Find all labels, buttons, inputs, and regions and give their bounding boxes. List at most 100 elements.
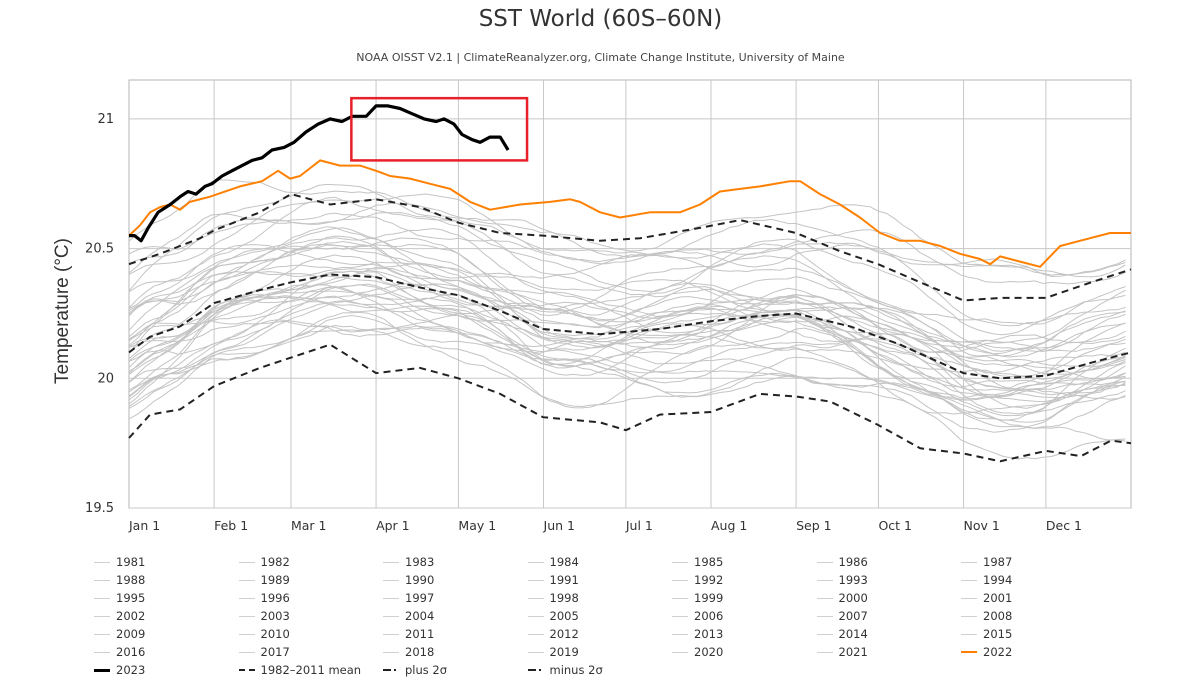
series-line-1994 [128, 283, 1126, 428]
legend-label: 1987 [983, 555, 1013, 569]
legend-swatch [94, 615, 110, 617]
legend-swatch [527, 669, 544, 671]
legend-item-1984[interactable]: 1984 [527, 553, 579, 571]
legend-swatch [527, 597, 544, 599]
legend-item-1990[interactable]: 1990 [383, 571, 434, 589]
legend-item-1988[interactable]: 1988 [94, 571, 145, 589]
legend-label: 2010 [260, 627, 290, 641]
legend-swatch [94, 597, 110, 599]
legend-swatch [94, 633, 110, 635]
legend-item-1999[interactable]: 1999 [672, 589, 723, 607]
legend-item-2004[interactable]: 2004 [383, 607, 434, 625]
legend-item-2014[interactable]: 2014 [816, 625, 868, 643]
legend-item-2003[interactable]: 2003 [238, 607, 290, 625]
series-line-1990 [128, 295, 1126, 391]
legend-item-2013[interactable]: 2013 [672, 625, 723, 643]
legend-item-2008[interactable]: 2008 [961, 607, 1012, 625]
highlighted-series [128, 104, 1131, 268]
legend-item-2019[interactable]: 2019 [527, 643, 579, 661]
legend-item-2001[interactable]: 2001 [961, 589, 1012, 607]
legend-item-2018[interactable]: 2018 [383, 643, 434, 661]
legend-swatch [383, 561, 399, 563]
legend-item-2022[interactable]: 2022 [961, 643, 1012, 661]
legend-item-1986[interactable]: 1986 [816, 553, 868, 571]
legend-swatch [961, 561, 977, 563]
legend-item-1994[interactable]: 1994 [961, 571, 1012, 589]
legend-label: 2007 [838, 609, 868, 623]
legend-item-2015[interactable]: 2015 [961, 625, 1012, 643]
legend-swatch [383, 669, 399, 671]
legend-item-1997[interactable]: 1997 [383, 589, 434, 607]
series-line-2001 [128, 283, 1126, 380]
x-tick-label: Mar 1 [291, 518, 327, 533]
legend-swatch [238, 579, 255, 581]
legend-item-1998[interactable]: 1998 [527, 589, 579, 607]
legend-item-2007[interactable]: 2007 [816, 607, 868, 625]
legend-item-1983[interactable]: 1983 [383, 553, 434, 571]
legend-item-1992[interactable]: 1992 [672, 571, 723, 589]
legend-swatch [238, 633, 255, 635]
series-line-1998 [128, 227, 1126, 353]
legend-item-2020[interactable]: 2020 [672, 643, 723, 661]
legend-item-2012[interactable]: 2012 [527, 625, 579, 643]
legend-item-2006[interactable]: 2006 [672, 607, 723, 625]
x-tick-label: Dec 1 [1046, 518, 1082, 533]
legend-label: 2015 [983, 627, 1013, 641]
series-line-1997 [128, 244, 1126, 349]
legend-item-1991[interactable]: 1991 [527, 571, 579, 589]
legend-item-2017[interactable]: 2017 [238, 643, 290, 661]
series-line-2000 [128, 283, 1126, 415]
legend-item-1982-2011-mean[interactable]: 1982–2011 mean [238, 661, 361, 679]
x-tick-label: Jun 1 [543, 518, 575, 533]
legend-item-2005[interactable]: 2005 [527, 607, 579, 625]
legend-swatch [238, 615, 255, 617]
legend-item-plus-2-[interactable]: plus 2σ [383, 661, 447, 679]
legend-item-1981[interactable]: 1981 [94, 553, 145, 571]
legend-swatch [94, 561, 110, 563]
legend-item-2023[interactable]: 2023 [94, 661, 145, 679]
legend-swatch [383, 651, 399, 653]
legend-label: 1982 [260, 555, 290, 569]
legend-swatch [816, 651, 833, 653]
series-line-2013 [128, 254, 1126, 368]
legend-item-1985[interactable]: 1985 [672, 553, 723, 571]
legend-label: 2003 [260, 609, 290, 623]
legend-item-2011[interactable]: 2011 [383, 625, 434, 643]
legend-item-minus-2-[interactable]: minus 2σ [527, 661, 603, 679]
legend-item-1996[interactable]: 1996 [238, 589, 290, 607]
legend-item-1987[interactable]: 1987 [961, 553, 1012, 571]
series-line-2006 [128, 263, 1126, 368]
series-line-2016 [128, 179, 1126, 277]
legend-item-2016[interactable]: 2016 [94, 643, 145, 661]
legend-label: 1993 [838, 573, 868, 587]
legend-label: 2023 [116, 663, 146, 677]
legend-item-1993[interactable]: 1993 [816, 571, 868, 589]
legend-item-2009[interactable]: 2009 [94, 625, 145, 643]
legend-item-2002[interactable]: 2002 [94, 607, 145, 625]
x-tick-label: Oct 1 [878, 518, 912, 533]
legend-label: 1994 [983, 573, 1013, 587]
legend-swatch [527, 633, 544, 635]
series-line-2012 [128, 240, 1126, 380]
legend-item-2021[interactable]: 2021 [816, 643, 868, 661]
legend-swatch [383, 597, 399, 599]
legend-item-1995[interactable]: 1995 [94, 589, 145, 607]
legend-item-2000[interactable]: 2000 [816, 589, 868, 607]
legend-item-1982[interactable]: 1982 [238, 553, 290, 571]
legend-swatch [527, 651, 544, 653]
legend-swatch [94, 668, 110, 672]
legend-swatch [961, 633, 977, 635]
legend-swatch [672, 651, 688, 653]
series-line-1986 [128, 284, 1126, 421]
legend-item-2010[interactable]: 2010 [238, 625, 290, 643]
legend-label: 1984 [549, 555, 579, 569]
legend-swatch [816, 615, 833, 617]
background-years-series [128, 179, 1126, 460]
legend-item-1989[interactable]: 1989 [238, 571, 290, 589]
series-line-2020 [128, 202, 1126, 278]
legend-label: 1996 [260, 591, 290, 605]
legend-label: 2014 [838, 627, 868, 641]
series-line-2019 [128, 193, 1126, 327]
legend-swatch [383, 615, 399, 617]
